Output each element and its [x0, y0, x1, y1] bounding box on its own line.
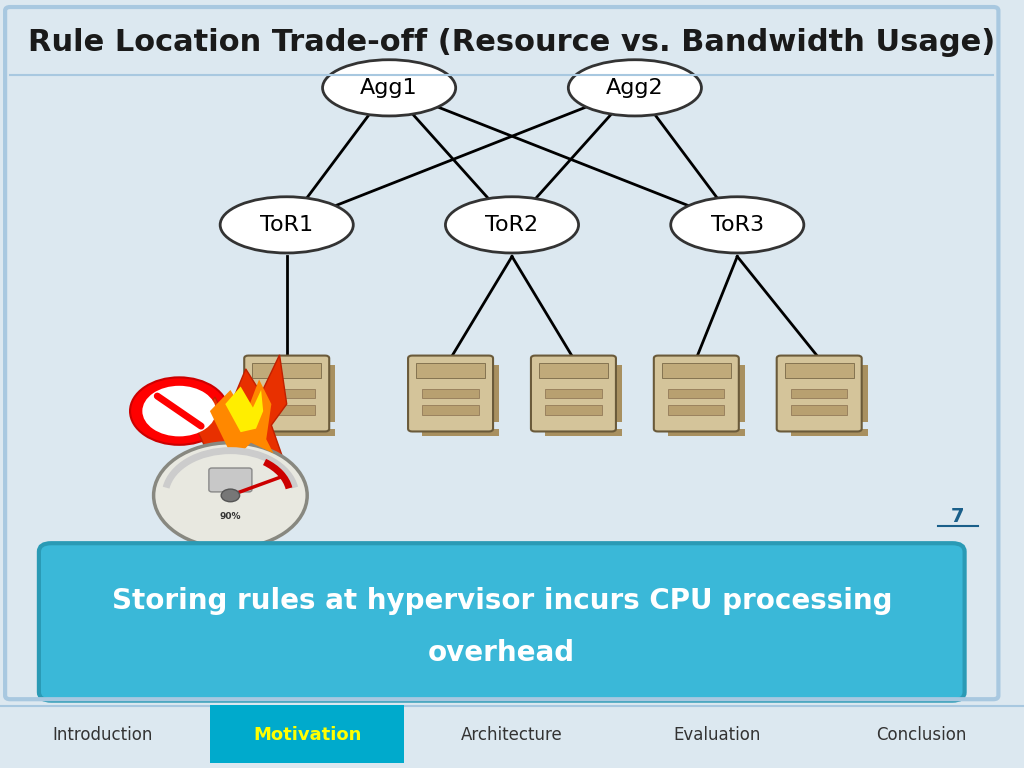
FancyBboxPatch shape — [326, 366, 336, 422]
FancyBboxPatch shape — [253, 362, 322, 378]
FancyBboxPatch shape — [258, 429, 336, 435]
Text: Architecture: Architecture — [461, 727, 563, 744]
FancyBboxPatch shape — [654, 356, 739, 432]
FancyBboxPatch shape — [858, 366, 868, 422]
FancyBboxPatch shape — [423, 405, 479, 415]
Text: ToR2: ToR2 — [485, 215, 539, 235]
FancyBboxPatch shape — [423, 389, 479, 399]
FancyBboxPatch shape — [531, 356, 616, 432]
FancyBboxPatch shape — [792, 405, 848, 415]
FancyBboxPatch shape — [489, 366, 500, 422]
FancyBboxPatch shape — [669, 389, 725, 399]
Ellipse shape — [568, 60, 701, 116]
Text: Evaluation: Evaluation — [673, 727, 761, 744]
FancyBboxPatch shape — [546, 405, 602, 415]
FancyBboxPatch shape — [39, 543, 965, 700]
FancyBboxPatch shape — [10, 11, 993, 74]
FancyBboxPatch shape — [245, 356, 330, 432]
FancyBboxPatch shape — [540, 362, 608, 378]
FancyBboxPatch shape — [258, 389, 315, 399]
Text: Agg2: Agg2 — [606, 78, 664, 98]
Ellipse shape — [671, 197, 804, 253]
FancyBboxPatch shape — [663, 362, 731, 378]
FancyBboxPatch shape — [669, 429, 745, 435]
FancyBboxPatch shape — [546, 389, 602, 399]
FancyBboxPatch shape — [792, 389, 848, 399]
FancyBboxPatch shape — [792, 429, 868, 435]
FancyBboxPatch shape — [612, 366, 623, 422]
Text: Rule Location Trade-off (Resource vs. Bandwidth Usage): Rule Location Trade-off (Resource vs. Ba… — [29, 28, 995, 57]
FancyBboxPatch shape — [546, 429, 623, 435]
Ellipse shape — [323, 60, 456, 116]
Circle shape — [130, 377, 228, 445]
Text: Motivation: Motivation — [253, 727, 361, 744]
Text: Conclusion: Conclusion — [877, 727, 967, 744]
FancyBboxPatch shape — [423, 429, 500, 435]
Text: 90%: 90% — [220, 512, 241, 521]
Circle shape — [142, 386, 216, 436]
Polygon shape — [210, 379, 273, 453]
Ellipse shape — [220, 197, 353, 253]
Text: ToR3: ToR3 — [711, 215, 764, 235]
FancyBboxPatch shape — [669, 405, 725, 415]
Polygon shape — [195, 355, 287, 467]
Text: Storing rules at hypervisor incurs CPU processing: Storing rules at hypervisor incurs CPU p… — [112, 587, 892, 615]
FancyBboxPatch shape — [416, 362, 485, 378]
Polygon shape — [225, 386, 263, 432]
Ellipse shape — [445, 197, 579, 253]
FancyBboxPatch shape — [210, 705, 404, 763]
FancyBboxPatch shape — [258, 405, 315, 415]
FancyBboxPatch shape — [735, 366, 745, 422]
Circle shape — [221, 489, 240, 502]
FancyBboxPatch shape — [209, 468, 252, 492]
Text: Introduction: Introduction — [52, 727, 153, 744]
Text: ToR1: ToR1 — [260, 215, 313, 235]
Text: overhead: overhead — [428, 639, 575, 667]
Circle shape — [154, 442, 307, 548]
FancyBboxPatch shape — [408, 356, 494, 432]
Text: 7: 7 — [950, 507, 965, 526]
FancyBboxPatch shape — [777, 356, 862, 432]
FancyBboxPatch shape — [785, 362, 854, 378]
Text: Agg1: Agg1 — [360, 78, 418, 98]
